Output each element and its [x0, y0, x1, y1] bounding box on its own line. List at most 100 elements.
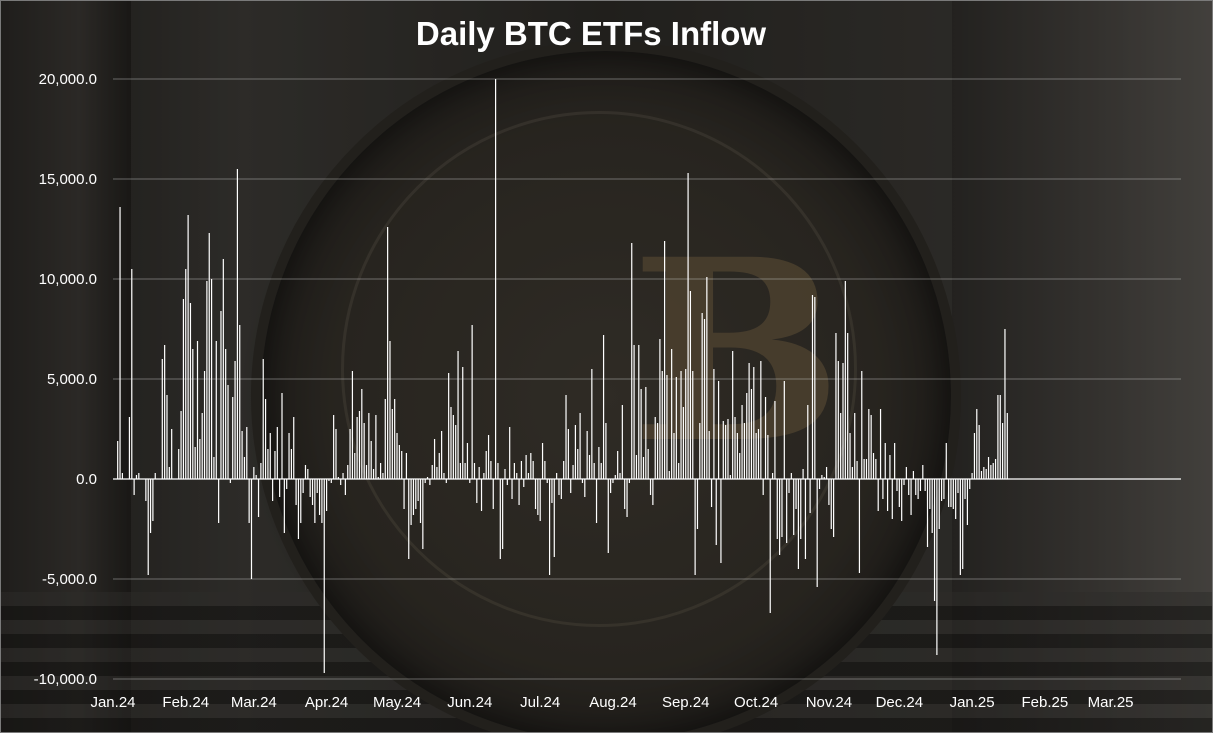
bar [980, 471, 983, 479]
bar [858, 479, 861, 573]
bar [865, 459, 868, 479]
bar [328, 479, 330, 481]
bar [523, 479, 525, 487]
bar [1002, 423, 1004, 479]
bar [783, 381, 785, 479]
chart-title: Daily BTC ETFs Inflow [415, 15, 767, 52]
bar [478, 467, 480, 479]
bar-series [117, 79, 1008, 673]
bar [340, 479, 342, 485]
bar [868, 409, 870, 479]
bar [187, 215, 189, 479]
bar [281, 393, 283, 479]
bar [131, 269, 133, 479]
bar [828, 479, 830, 505]
bar [577, 449, 579, 479]
bar [574, 425, 577, 479]
bar [316, 479, 318, 493]
bar [870, 415, 872, 479]
bar [912, 471, 915, 479]
bar [786, 479, 788, 543]
bar [891, 479, 893, 519]
bar [621, 405, 623, 479]
bar [940, 479, 943, 501]
bar [926, 479, 929, 547]
bar [257, 479, 260, 517]
bar [931, 479, 933, 533]
bar [722, 421, 724, 479]
bar [372, 469, 375, 479]
bar [133, 479, 135, 495]
bar [612, 479, 614, 483]
bar [433, 439, 436, 479]
bar [764, 397, 767, 479]
bar [448, 373, 450, 479]
bar [248, 479, 250, 523]
bar [365, 465, 368, 479]
bar [896, 479, 898, 491]
y-tick-label: 20,000.0 [39, 71, 97, 88]
bar [506, 479, 508, 485]
bar [473, 463, 476, 479]
x-tick-label: Mar.25 [1088, 694, 1134, 711]
bar [431, 465, 433, 479]
bar [959, 479, 961, 575]
bar [262, 359, 264, 479]
bar [985, 469, 987, 479]
bar [520, 461, 523, 479]
bar [429, 479, 431, 485]
bar [779, 479, 781, 555]
y-axis-tick-labels: -10,000.0 -5,000.0 0.0 5,000.0 10,000.0 15,00… [34, 71, 97, 688]
x-tick-label: Jan.24 [90, 694, 135, 711]
bar [234, 361, 236, 479]
bar [504, 469, 506, 479]
bar [879, 409, 882, 479]
bar [703, 319, 706, 479]
bar [905, 467, 907, 479]
bar [194, 447, 196, 479]
bar [833, 479, 835, 537]
bar [147, 479, 149, 575]
bar [534, 479, 537, 509]
bar [323, 479, 325, 673]
bar [797, 479, 799, 569]
bar [929, 479, 931, 509]
bar [966, 479, 968, 525]
bar [509, 427, 511, 479]
bar [584, 479, 586, 497]
bar [788, 479, 790, 493]
bar [321, 479, 323, 523]
bar [232, 397, 234, 479]
bar [215, 341, 217, 479]
bar [969, 479, 971, 489]
bar [901, 479, 903, 521]
bar [243, 457, 246, 479]
bar [408, 479, 410, 559]
bar [588, 455, 591, 479]
bar [825, 467, 828, 479]
bar [748, 363, 750, 479]
bar [593, 463, 595, 479]
bar [189, 303, 192, 479]
bar [527, 473, 530, 479]
bar [727, 419, 729, 479]
bar [349, 429, 351, 479]
bar [830, 479, 832, 529]
bar [438, 453, 440, 479]
bar [288, 433, 290, 479]
bar [685, 369, 687, 479]
bar [511, 479, 513, 499]
bar [565, 395, 567, 479]
bar [856, 461, 858, 479]
bar [760, 361, 762, 479]
bar [790, 473, 792, 479]
bar [844, 281, 846, 479]
bar [600, 463, 602, 479]
bar [304, 465, 307, 479]
bar [541, 443, 544, 479]
bar [710, 479, 713, 507]
bar [680, 371, 682, 479]
bar [903, 479, 905, 485]
bar [239, 325, 241, 479]
